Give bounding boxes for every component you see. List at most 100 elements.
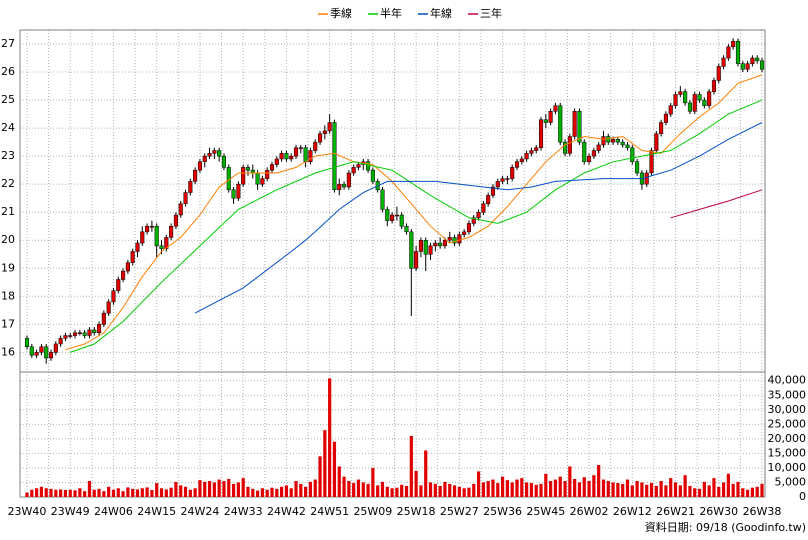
candle-body [63, 335, 68, 339]
x-tick-label: 23W40 [8, 505, 47, 518]
volume-bar [553, 479, 558, 497]
volume-bar [717, 486, 721, 497]
y2-tick-label: 30,000 [768, 403, 807, 416]
candle-body [159, 245, 164, 249]
footer: 資料日期: 09/18 (Goodinfo.tw) [645, 520, 806, 534]
y2-tick-label: 0 [799, 490, 806, 503]
volume-bar [323, 430, 327, 497]
candle-body [659, 122, 664, 134]
candle-body [178, 203, 183, 216]
volume-bar [510, 482, 514, 497]
volume-bar [308, 481, 313, 497]
candle-body [711, 80, 717, 92]
candle-body [130, 251, 135, 263]
volume-bar [496, 483, 500, 497]
candle-body [673, 94, 678, 106]
candle-body [505, 178, 510, 180]
candle-body [538, 119, 544, 148]
candle-body [125, 262, 130, 272]
candle-body [145, 225, 150, 233]
candle-body [514, 161, 520, 168]
volume-bar [111, 489, 116, 497]
volume-bar [255, 490, 260, 497]
volume-bar [121, 491, 125, 497]
volume-bar [44, 488, 48, 497]
candle-body [553, 105, 558, 112]
candle-body [217, 150, 222, 157]
volume-bar [87, 481, 92, 497]
volume-bar [92, 489, 96, 497]
candle-body [322, 130, 327, 134]
volume-bar [376, 485, 380, 497]
volume-bar [299, 483, 303, 497]
volume-bar [678, 485, 682, 497]
volume-bar [126, 487, 130, 497]
x-tick-label: 26W12 [613, 505, 652, 518]
candle-body [663, 113, 668, 123]
ma-line [70, 99, 763, 353]
volume-bar [433, 483, 437, 497]
volume-bar [236, 482, 240, 497]
volume-bar [313, 479, 317, 497]
volume-bar [227, 478, 231, 497]
candle-body [58, 338, 63, 345]
y2-tick-label: 15,000 [768, 446, 807, 459]
candle-body [466, 223, 472, 233]
volume-bar [54, 489, 58, 497]
volume-bar [683, 475, 687, 497]
candle-body [366, 161, 371, 171]
volume-bar [169, 487, 173, 497]
candle-body [303, 147, 308, 163]
candle-body [625, 144, 630, 148]
volume-bar [352, 483, 356, 497]
candle-body [447, 237, 452, 241]
volume-bar [697, 488, 702, 497]
volume-bar [150, 490, 154, 497]
candle-body [97, 324, 102, 334]
candle-body [735, 40, 741, 64]
candle-body [149, 225, 154, 228]
volume-bar [328, 378, 332, 497]
candle-body [567, 136, 572, 154]
volume-bar [35, 488, 39, 497]
candle-body [529, 150, 534, 154]
candle-body [654, 133, 659, 151]
volume-bar [577, 482, 582, 497]
candle-body [740, 63, 745, 70]
x-tick-label: 24W33 [224, 505, 263, 518]
candle-body [486, 195, 491, 205]
y-tick-label: 24 [1, 121, 15, 134]
volume-bar [712, 478, 716, 497]
candle-body [87, 329, 92, 336]
volume-bar [568, 466, 572, 497]
volume-bar [280, 486, 284, 497]
volume-bar [155, 483, 159, 497]
volume-bar [702, 481, 706, 497]
candle-body [442, 239, 447, 247]
y2-tick-label: 10,000 [768, 461, 807, 474]
y-tick-label: 25 [1, 93, 15, 106]
candle-body [678, 91, 683, 95]
volume-bar [621, 483, 625, 497]
volume-bar [304, 486, 308, 497]
candle-body [207, 153, 212, 157]
volume-bar [140, 488, 144, 497]
candle-body [289, 155, 294, 160]
candle-body [683, 91, 688, 104]
volume-bar [563, 481, 567, 497]
x-tick-label: 23W49 [51, 505, 90, 518]
y-tick-label: 17 [1, 317, 15, 330]
y2-tick-label: 5,000 [775, 475, 807, 488]
candle-body [481, 203, 486, 213]
volume-bar [131, 488, 135, 497]
x-tick-label: 26W38 [743, 505, 782, 518]
y2-tick-label: 35,000 [768, 388, 807, 401]
volume-bar [443, 481, 447, 497]
volume-bar [356, 479, 361, 497]
candle-body [697, 94, 702, 101]
candle-body [135, 242, 140, 252]
volume-bar [395, 487, 399, 497]
volume-bar [549, 481, 553, 497]
volume-bar [544, 473, 548, 497]
y-tick-label: 26 [1, 65, 15, 78]
